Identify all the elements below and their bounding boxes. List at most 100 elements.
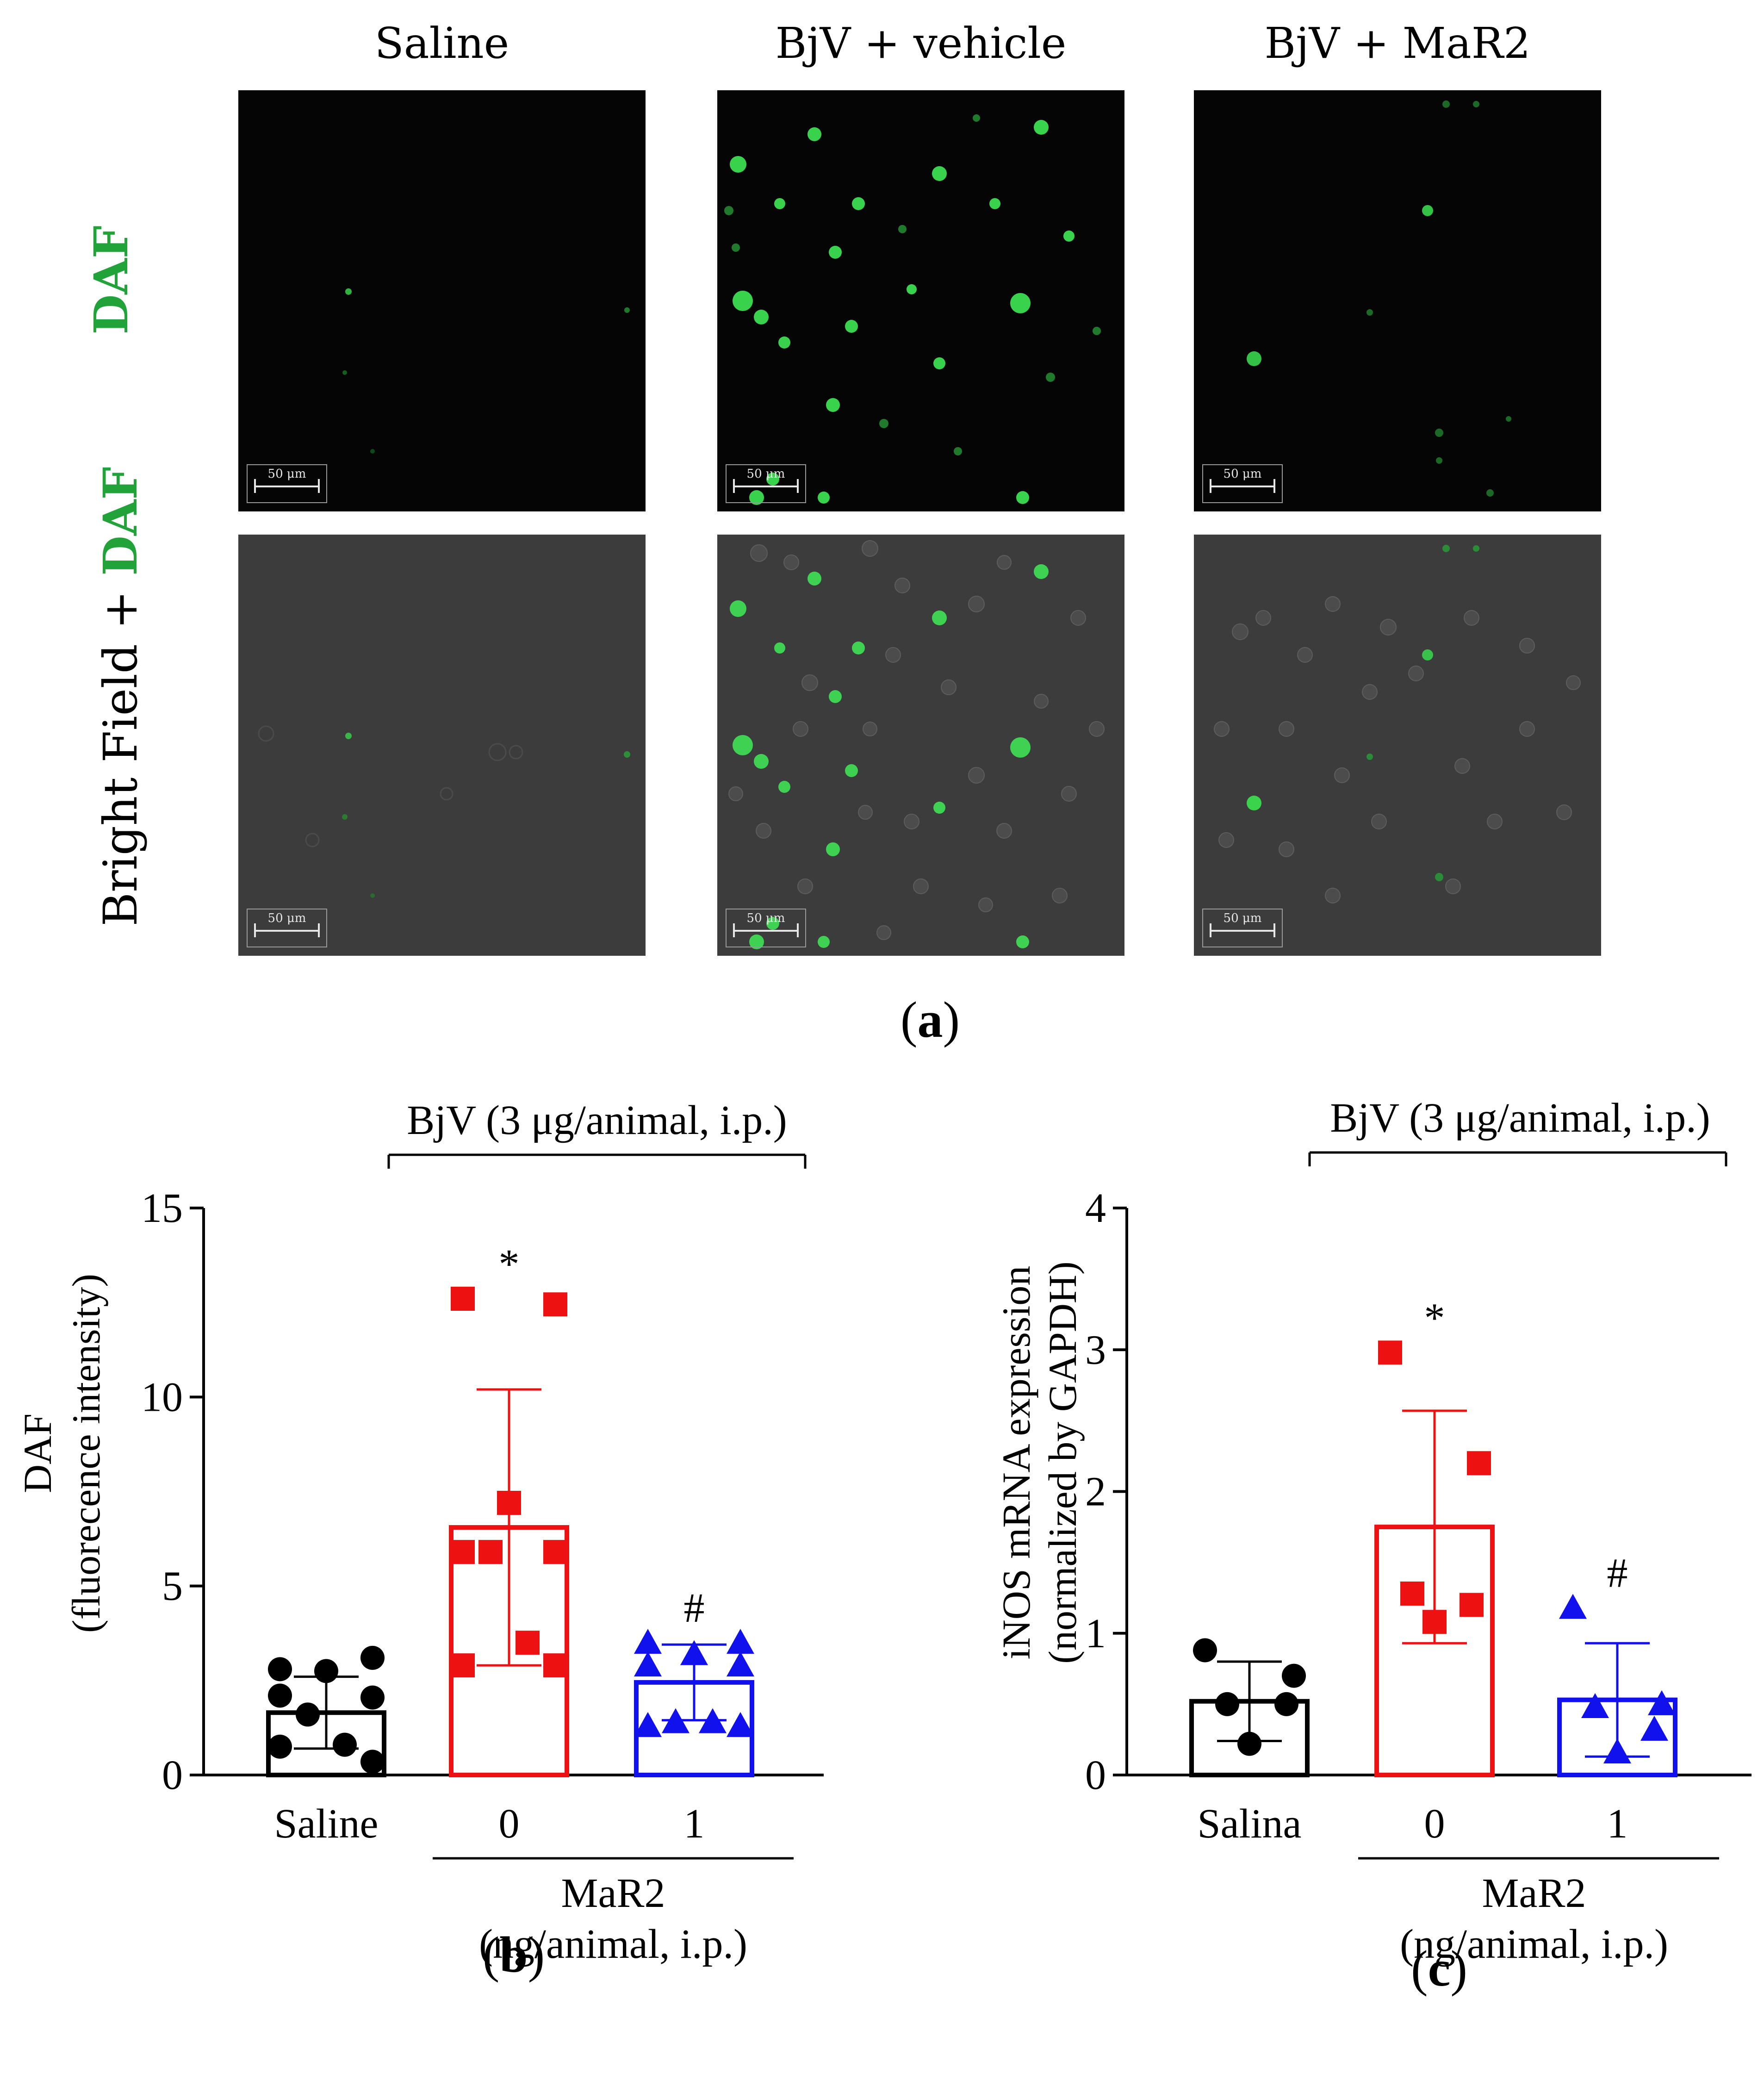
- data-point: [451, 1653, 475, 1678]
- data-point: [1559, 1594, 1587, 1619]
- group-label-units: (ng/animal, i.p.): [1400, 1921, 1668, 1967]
- significance-mark: #: [684, 1585, 705, 1631]
- data-point: [543, 1292, 567, 1317]
- data-point: [1640, 1716, 1668, 1741]
- data-point: [497, 1491, 521, 1515]
- y-tick-label: 4: [1085, 1185, 1106, 1231]
- data-point: [727, 1629, 754, 1654]
- data-point: [1422, 1610, 1447, 1634]
- data-point: [1467, 1451, 1491, 1476]
- micrograph-daf-saline: 50 μm: [238, 90, 646, 511]
- scale-bar: 50 μm: [247, 464, 327, 503]
- micrograph-bf-bjv-vehicle: 50 μm: [717, 535, 1124, 956]
- data-point: [1282, 1663, 1306, 1688]
- scale-bar: 50 μm: [1202, 909, 1283, 947]
- category-label-1: 1: [684, 1801, 705, 1847]
- bright-field-cells: [728, 540, 1105, 949]
- y-axis-label-line2: (fluorecence intensity): [64, 1274, 108, 1633]
- data-point: [543, 1540, 567, 1564]
- scale-bar: 50 μm: [726, 464, 806, 503]
- bjv-bracket-label: BjV (3 μg/animal, i.p.): [1330, 1095, 1710, 1141]
- y-tick-label: 2: [1085, 1469, 1106, 1515]
- scale-bar: 50 μm: [247, 909, 327, 947]
- data-point: [1237, 1731, 1261, 1756]
- category-label-0: 0: [499, 1801, 520, 1847]
- column-title-bjv-vehicle: BjV + vehicle: [775, 19, 1067, 68]
- column-title-bjv-mar2: BjV + MaR2: [1264, 19, 1531, 68]
- chart-inos-expression: iNOS mRNA expression (normalized by GAPD…: [994, 1095, 1752, 1967]
- data-point: [296, 1702, 320, 1727]
- y-tick-label: 0: [1085, 1752, 1106, 1798]
- row-label-daf: DAF: [84, 225, 138, 335]
- data-point: [268, 1734, 292, 1759]
- data-point: [634, 1629, 662, 1654]
- data-point: [1460, 1593, 1484, 1617]
- data-point: [1215, 1692, 1239, 1716]
- data-point: [634, 1712, 662, 1737]
- micrograph-daf-bjv-mar2: 50 μm: [1194, 90, 1601, 511]
- panel-label-b: (b): [482, 1926, 545, 1983]
- category-label-0: 0: [1424, 1801, 1445, 1847]
- fluorescent-cells: [724, 114, 1101, 505]
- data-point: [727, 1712, 754, 1737]
- y-tick-label: 1: [1085, 1611, 1106, 1657]
- data-point: [1400, 1582, 1424, 1606]
- chart-daf-intensity: DAF (fluorecence intensity) BjV (3 μg/an…: [15, 1097, 824, 1967]
- data-point: [1648, 1690, 1676, 1715]
- group-label-mar2: MaR2: [1482, 1870, 1586, 1916]
- y-axis-label-line1: iNOS mRNA expression: [994, 1266, 1038, 1659]
- data-point: [1378, 1340, 1402, 1365]
- significance-mark: *: [499, 1241, 520, 1287]
- fluorescent-cells: [1247, 100, 1511, 497]
- data-point: [727, 1651, 754, 1677]
- data-point: [451, 1287, 475, 1311]
- micrograph-bf-saline: 50 μm: [238, 535, 646, 956]
- y-tick-label: 0: [162, 1752, 183, 1798]
- row-label-green-daf: DAF: [93, 467, 148, 576]
- y-tick-label: 10: [141, 1374, 183, 1420]
- y-tick-label: 3: [1085, 1327, 1106, 1373]
- micrograph-bf-bjv-mar2: 50 μm: [1194, 535, 1601, 956]
- data-point: [451, 1540, 475, 1564]
- data-point: [1193, 1638, 1217, 1663]
- data-point: [314, 1659, 338, 1683]
- column-title-saline: Saline: [374, 19, 509, 68]
- data-point: [543, 1653, 567, 1678]
- data-point: [662, 1708, 689, 1733]
- bright-field-cells: [1214, 545, 1581, 903]
- data-point: [360, 1750, 385, 1774]
- significance-mark: #: [1607, 1551, 1628, 1596]
- data-point: [1581, 1693, 1609, 1718]
- data-point: [333, 1732, 357, 1757]
- data-point: [516, 1631, 540, 1655]
- data-point: [1603, 1738, 1631, 1763]
- scale-bar: 50 μm: [726, 909, 806, 947]
- data-point: [634, 1651, 662, 1677]
- micrograph-daf-bjv-vehicle: 50 μm: [717, 90, 1124, 511]
- row-label-brightfield-daf: Bright Field + DAF: [93, 419, 148, 974]
- panel-label-c: (c): [1410, 1940, 1468, 1997]
- panel-label-a: (a): [900, 991, 960, 1048]
- y-axis-label-line1: DAF: [15, 1414, 60, 1493]
- data-point: [360, 1645, 385, 1670]
- data-point: [680, 1640, 708, 1665]
- group-label-units: (ng/animal, i.p.): [479, 1921, 747, 1967]
- bright-field-cells: [258, 725, 630, 898]
- y-tick-label: 15: [141, 1185, 183, 1231]
- bjv-bracket-label: BjV (3 μg/animal, i.p.): [407, 1097, 787, 1143]
- row-label-prefix: Bright Field +: [93, 575, 148, 927]
- data-point: [360, 1685, 385, 1710]
- data-point: [268, 1683, 292, 1708]
- significance-mark: *: [1424, 1295, 1445, 1341]
- scale-bar: 50 μm: [1202, 464, 1283, 503]
- data-point: [268, 1657, 292, 1682]
- y-tick-label: 5: [162, 1563, 183, 1609]
- category-label-salina: Salina: [1198, 1801, 1302, 1847]
- category-label-saline: Saline: [274, 1801, 379, 1847]
- y-axis-label-line2: (normalized by GAPDH): [1040, 1261, 1085, 1663]
- group-label-mar2: MaR2: [561, 1870, 665, 1916]
- data-point: [478, 1540, 503, 1564]
- category-label-1: 1: [1607, 1801, 1628, 1847]
- fluorescent-cells: [342, 288, 630, 454]
- data-point: [1274, 1692, 1298, 1716]
